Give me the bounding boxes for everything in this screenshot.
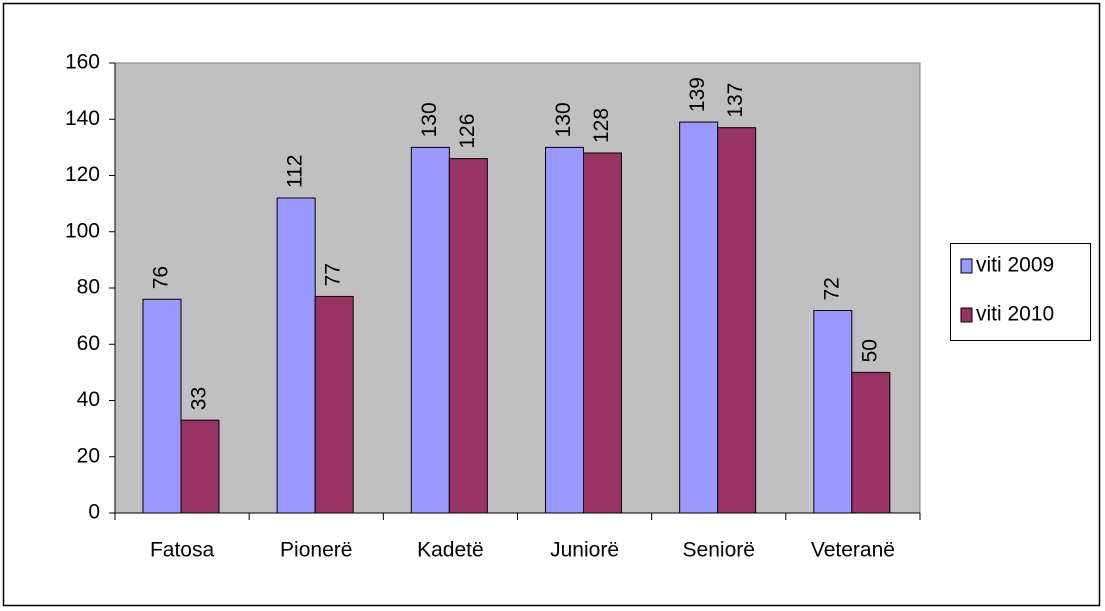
data-label: 130 bbox=[418, 102, 441, 137]
y-tick-label: 160 bbox=[65, 51, 100, 74]
legend-box bbox=[950, 243, 1091, 341]
x-tick-label: Kadetë bbox=[417, 539, 484, 562]
x-tick-label: Pionerë bbox=[280, 539, 352, 562]
plot-area bbox=[114, 62, 921, 514]
bar bbox=[583, 152, 622, 514]
bar bbox=[448, 158, 488, 514]
y-tick-label: 40 bbox=[77, 388, 100, 411]
legend-swatch bbox=[960, 307, 973, 323]
y-tick-label: 20 bbox=[77, 444, 100, 467]
data-label: 139 bbox=[686, 77, 709, 112]
bar bbox=[142, 298, 182, 514]
y-tick-label: 100 bbox=[65, 219, 100, 242]
bar bbox=[813, 310, 853, 514]
y-tick-label: 60 bbox=[77, 332, 100, 355]
y-tick-label: 0 bbox=[88, 501, 100, 524]
x-tick-label: Fatosa bbox=[150, 539, 215, 562]
bar bbox=[545, 146, 584, 514]
data-label: 72 bbox=[820, 277, 843, 300]
data-label: 130 bbox=[552, 102, 575, 137]
y-tick-label: 140 bbox=[65, 107, 100, 130]
x-tick-label: Veteranë bbox=[811, 539, 895, 562]
legend-swatch bbox=[960, 258, 973, 274]
bar bbox=[314, 295, 354, 514]
legend-label: viti 2009 bbox=[976, 254, 1054, 277]
data-label: 112 bbox=[284, 155, 307, 188]
x-tick-label: Juniorë bbox=[550, 539, 619, 562]
legend-label: viti 2010 bbox=[976, 303, 1054, 326]
bar bbox=[717, 127, 757, 514]
data-label: 137 bbox=[724, 83, 747, 118]
data-label: 76 bbox=[150, 266, 173, 289]
data-label: 77 bbox=[322, 263, 345, 286]
bar bbox=[410, 146, 450, 514]
data-label: 126 bbox=[456, 114, 479, 149]
bar bbox=[851, 371, 891, 514]
data-label: 128 bbox=[590, 108, 613, 143]
x-tick-label: Seniorë bbox=[683, 539, 755, 562]
bar bbox=[679, 121, 719, 514]
bar bbox=[180, 419, 220, 514]
data-label: 33 bbox=[188, 387, 211, 410]
y-tick-label: 120 bbox=[65, 163, 100, 186]
data-label: 50 bbox=[858, 339, 881, 362]
y-tick-label: 80 bbox=[77, 276, 100, 299]
bar bbox=[276, 197, 316, 514]
